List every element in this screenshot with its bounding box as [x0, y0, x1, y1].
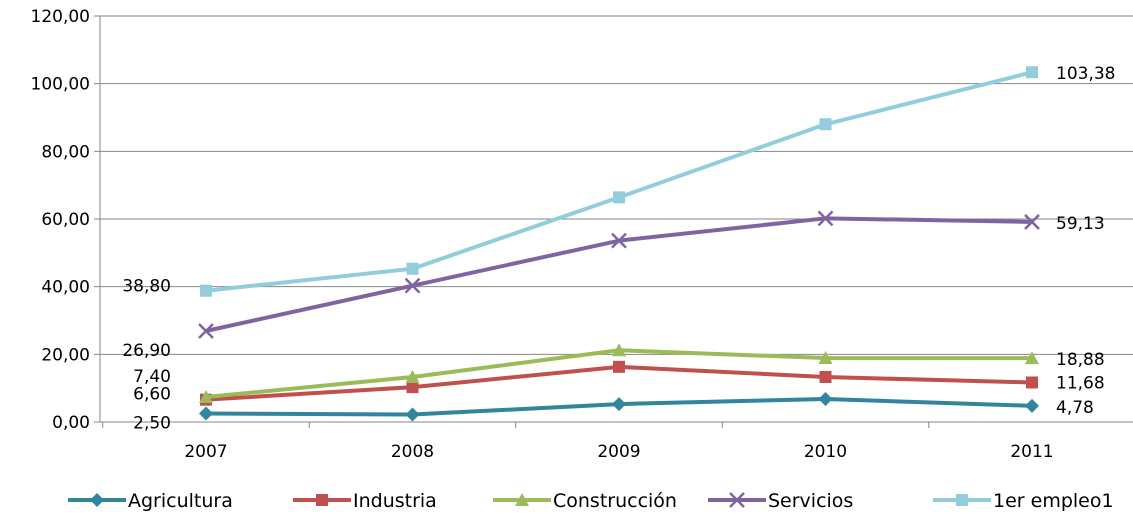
marker-triangle	[612, 343, 626, 357]
marker-triangle	[199, 389, 213, 403]
y-tick-label: 20,00	[41, 345, 90, 365]
marker-square	[316, 494, 328, 506]
marker-square	[1026, 376, 1038, 389]
series-group	[198, 66, 1040, 422]
marker-triangle	[405, 370, 420, 384]
legend-label: Servicios	[768, 490, 853, 512]
marker-diamond	[199, 406, 213, 421]
series-line	[205, 348, 1033, 399]
series-line	[205, 216, 1033, 333]
legend-item: Servicios	[708, 490, 853, 512]
y-tick-label: 80,00	[41, 142, 90, 162]
series-1er-empleo1	[200, 66, 1038, 297]
data-label: 4,78	[1056, 398, 1094, 418]
series-line	[205, 70, 1033, 293]
marker-square	[819, 118, 832, 131]
marker-diamond	[818, 391, 833, 406]
marker-diamond	[90, 493, 104, 507]
gridlines	[100, 15, 1133, 423]
marker-square	[200, 284, 212, 297]
marker-x-stroke	[404, 277, 421, 294]
legend-label: Industria	[353, 490, 437, 512]
x-tick-label: 2007	[184, 442, 227, 462]
data-label: 7,40	[133, 367, 171, 387]
data-label: 59,13	[1056, 214, 1105, 234]
marker-diamond	[405, 407, 420, 422]
marker-x	[817, 210, 834, 227]
marker-diamond	[1025, 398, 1039, 413]
y-tick-label: 120,00	[31, 7, 90, 27]
legend-item: Industria	[293, 490, 437, 512]
y-tick-label: 0,00	[52, 413, 90, 433]
data-label: 11,68	[1056, 373, 1105, 393]
marker-square	[406, 262, 419, 275]
data-labels: 2,50 4,78 6,60 11,68 7,40 18,88 26,90 59,13 38,8…	[122, 64, 1115, 433]
series-construcci-n	[199, 343, 1039, 403]
legend-item: Agricultura	[68, 490, 233, 512]
x-tick-label: 2008	[391, 442, 434, 462]
marker-square	[1026, 66, 1038, 79]
series-agricultura	[199, 391, 1039, 422]
marker-diamond	[612, 397, 626, 412]
marker-square	[613, 360, 625, 373]
marker-x-stroke	[729, 492, 745, 508]
marker-square	[406, 381, 419, 394]
data-label: 38,80	[122, 277, 171, 297]
y-tick-label: 100,00	[31, 75, 90, 95]
legend: Agricultura Industria Construcción Servicio…	[68, 490, 1114, 512]
marker-triangle	[818, 351, 833, 365]
data-label: 6,60	[133, 385, 171, 405]
marker-x-stroke	[198, 323, 214, 339]
data-label: 26,90	[122, 341, 171, 361]
marker-triangle	[515, 493, 529, 506]
legend-label: Agricultura	[128, 490, 233, 512]
marker-square	[956, 494, 968, 506]
legend-item: Construcción	[493, 490, 677, 512]
marker-x	[404, 277, 421, 294]
x-tick-label: 2010	[804, 442, 847, 462]
data-label: 103,38	[1056, 64, 1115, 84]
marker-x	[611, 232, 627, 249]
legend-label: Construcción	[553, 490, 677, 512]
marker-square	[819, 371, 832, 384]
axes: 0,00 20,00 40,00 60,00 80,00 100,00 120,00 2007…	[31, 7, 1133, 462]
legend-item: 1er empleo1	[933, 490, 1114, 512]
marker-x-stroke	[817, 210, 834, 227]
series-servicios	[198, 210, 1040, 339]
y-tick-label: 40,00	[41, 278, 90, 298]
marker-x-stroke	[1024, 214, 1040, 230]
marker-square	[613, 191, 625, 204]
legend-label: 1er empleo1	[993, 490, 1114, 512]
x-tick-label: 2009	[597, 442, 640, 462]
data-label: 2,50	[133, 414, 171, 434]
marker-x	[1024, 214, 1040, 230]
marker-x	[729, 492, 745, 508]
marker-x-stroke	[611, 232, 627, 249]
y-tick-label: 60,00	[41, 210, 90, 230]
marker-x	[198, 323, 214, 339]
data-label: 18,88	[1056, 350, 1105, 370]
x-tick-label: 2011	[1010, 442, 1053, 462]
marker-triangle	[1025, 351, 1039, 365]
